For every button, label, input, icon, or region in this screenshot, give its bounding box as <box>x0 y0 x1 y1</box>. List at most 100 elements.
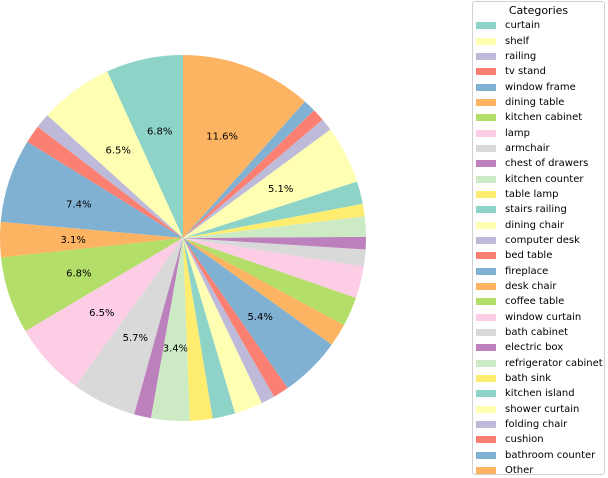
slice-percent-label: 7.4% <box>66 199 91 210</box>
legend-item: kitchen cabinet <box>473 110 604 125</box>
legend-label: kitchen island <box>505 388 575 400</box>
legend-item: bath cabinet <box>473 325 604 340</box>
legend-label: stairs railing <box>505 204 567 216</box>
legend-item: table lamp <box>473 187 604 202</box>
legend-items: curtain shelf railing tv stand window frame d… <box>473 18 604 478</box>
pie-slice <box>37 115 184 238</box>
legend-item: kitchen island <box>473 386 604 401</box>
legend-swatch <box>476 98 496 106</box>
legend-item: tv stand <box>473 64 604 79</box>
legend-item: computer desk <box>473 233 604 248</box>
legend-swatch <box>476 190 496 198</box>
slice-percent-label: 6.5% <box>105 145 130 156</box>
slice-percent-label: 6.8% <box>147 127 172 138</box>
legend-label: kitchen cabinet <box>505 112 583 124</box>
pie-slice <box>183 238 262 414</box>
pie-slice <box>25 238 184 387</box>
pie-slice <box>183 238 332 389</box>
pie-slice <box>183 216 366 238</box>
slice-percent-label: 5.4% <box>247 312 272 323</box>
pie-slice <box>1 238 184 332</box>
pie-slice <box>183 238 236 419</box>
slice-percent-label: 6.8% <box>66 269 91 280</box>
pie-slice <box>0 221 183 258</box>
pie-slice <box>183 238 366 267</box>
legend-swatch <box>476 405 496 413</box>
legend-swatch <box>476 267 496 275</box>
legend-label: folding chair <box>505 419 568 431</box>
legend-item: fireplace <box>473 264 604 279</box>
legend-swatch <box>476 236 496 244</box>
legend-item: lamp <box>473 125 604 140</box>
legend-item: bathroom counter <box>473 448 604 463</box>
legend-swatch <box>476 52 496 60</box>
legend-item: desk chair <box>473 279 604 294</box>
legend-label: shelf <box>505 35 529 47</box>
legend-item: bath sink <box>473 371 604 386</box>
legend-item: bed table <box>473 248 604 263</box>
pie-slice <box>75 238 183 415</box>
pie-slice <box>150 238 190 421</box>
pie-slice <box>0 141 183 238</box>
legend-label: dining table <box>505 96 565 108</box>
legend-label: fireplace <box>505 265 549 277</box>
legend-swatch <box>476 68 496 76</box>
legend-label: Other <box>505 465 534 477</box>
legend-item: chest of drawers <box>473 156 604 171</box>
legend-item: cushion <box>473 432 604 447</box>
legend-item: dining table <box>473 95 604 110</box>
legend-swatch <box>476 421 496 429</box>
legend: Categories curtain shelf railing tv stand wi… <box>472 1 605 478</box>
pie-slice <box>183 238 288 397</box>
legend-label: table lamp <box>505 188 559 200</box>
legend-item: stairs railing <box>473 202 604 217</box>
legend-item: armchair <box>473 141 604 156</box>
legend-swatch <box>476 283 496 291</box>
pie-slice <box>183 129 358 238</box>
legend-label: lamp <box>505 127 530 139</box>
legend-label: armchair <box>505 142 550 154</box>
legend-swatch <box>476 83 496 91</box>
slice-percent-label: 3.4% <box>163 344 188 355</box>
pie-slice <box>183 110 323 238</box>
legend-swatch <box>476 298 496 306</box>
legend-swatch <box>476 114 496 122</box>
legend-item: shower curtain <box>473 402 604 417</box>
legend-label: chest of drawers <box>505 158 589 170</box>
slice-percent-label: 5.7% <box>123 333 148 344</box>
legend-item: kitchen counter <box>473 171 604 186</box>
legend-swatch <box>476 175 496 183</box>
legend-swatch <box>476 129 496 137</box>
pie-slice <box>183 101 315 238</box>
legend-label: window curtain <box>505 311 582 323</box>
slice-percent-label: 6.5% <box>89 308 114 319</box>
legend-label: bath cabinet <box>505 327 569 339</box>
legend-swatch <box>476 22 496 30</box>
slice-percent-label: 5.1% <box>268 184 293 195</box>
legend-swatch <box>476 390 496 398</box>
pie-slice <box>27 126 184 238</box>
pie-slice <box>183 236 366 250</box>
legend-label: computer desk <box>505 234 580 246</box>
legend-swatch <box>476 375 496 383</box>
legend-swatch <box>476 221 496 229</box>
legend-item: electric box <box>473 340 604 355</box>
legend-swatch <box>476 436 496 444</box>
pie-slice <box>183 238 344 345</box>
pie-slice <box>134 238 183 419</box>
legend-swatch <box>476 467 496 475</box>
legend-item: coffee table <box>473 294 604 309</box>
legend-item: Other <box>473 463 604 478</box>
legend-item: folding chair <box>473 417 604 432</box>
legend-item: curtain <box>473 18 604 33</box>
legend-item: refrigerator cabinet <box>473 356 604 371</box>
pie-slice <box>107 55 183 238</box>
legend-label: tv stand <box>505 66 546 78</box>
legend-label: desk chair <box>505 281 557 293</box>
legend-swatch <box>476 206 496 214</box>
legend-swatch <box>476 313 496 321</box>
legend-label: kitchen counter <box>505 173 584 185</box>
pie-slice <box>183 238 213 421</box>
slice-percent-label: 3.1% <box>61 235 86 246</box>
legend-item: shelf <box>473 33 604 48</box>
